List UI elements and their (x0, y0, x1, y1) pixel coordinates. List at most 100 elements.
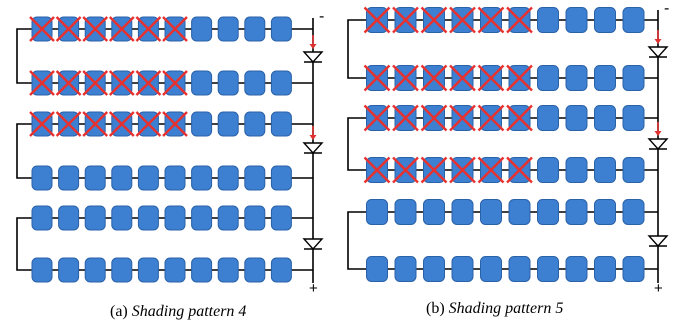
shade-cross (449, 6, 476, 34)
solar-cell (244, 111, 266, 137)
shade-cross (477, 6, 505, 34)
solar-cell (366, 256, 388, 282)
solar-cell (111, 257, 133, 283)
solar-cell (594, 256, 616, 282)
solar-cell (480, 199, 502, 225)
solar-cell (58, 205, 80, 231)
solar-cell (537, 256, 559, 282)
shade-cross (135, 70, 162, 96)
solar-cell (594, 65, 616, 91)
solar-cell (137, 205, 159, 231)
left-loop-wire (16, 123, 36, 179)
shade-cross (506, 64, 533, 92)
solar-cell (191, 165, 213, 191)
solar-cell (244, 70, 266, 96)
solar-cell (84, 257, 106, 283)
shade-cross (506, 156, 533, 184)
solar-cell (244, 165, 266, 191)
solar-cell (217, 70, 239, 96)
panel-a: -+ (16, 8, 324, 297)
solar-cell (137, 165, 159, 191)
shade-cross (363, 156, 391, 184)
shade-cross (55, 111, 82, 137)
terminal-negative: - (664, 0, 669, 17)
shade-cross (135, 111, 162, 137)
solar-cell (84, 165, 106, 191)
solar-cell (622, 256, 645, 282)
solar-cell (594, 199, 616, 225)
solar-cell (31, 205, 53, 231)
solar-cell (565, 105, 588, 131)
shade-cross (420, 6, 448, 34)
solar-cell (217, 165, 239, 191)
solar-cell (508, 199, 531, 225)
solar-cell (480, 256, 502, 282)
solar-cell (244, 205, 266, 231)
solar-cell (58, 165, 80, 191)
shade-cross (29, 16, 55, 42)
bypass-diode-icon (647, 138, 669, 151)
shade-cross (29, 111, 55, 137)
shade-cross (449, 104, 476, 132)
solar-cell (191, 16, 213, 42)
shade-cross (392, 156, 419, 184)
solar-cell (31, 257, 53, 283)
shade-cross (449, 156, 476, 184)
current-arrow-head (654, 39, 662, 44)
shade-cross (506, 104, 533, 132)
solar-cell (537, 157, 559, 183)
shade-cross (82, 111, 109, 137)
solar-cell (565, 157, 588, 183)
caption-b: (b) Shading pattern 5 (426, 300, 564, 317)
shade-cross (82, 16, 109, 42)
solar-cell (537, 65, 559, 91)
solar-cell (191, 111, 213, 137)
solar-cell (270, 257, 292, 283)
solar-cell (423, 199, 445, 225)
left-loop-wire (16, 217, 36, 271)
shade-cross (162, 111, 188, 137)
solar-cell (622, 105, 645, 131)
solar-cell (31, 165, 53, 191)
solar-cell (217, 111, 239, 137)
solar-cell (191, 70, 213, 96)
shade-cross (162, 70, 188, 96)
shade-cross (420, 104, 448, 132)
shade-cross (55, 16, 82, 42)
bypass-diode-icon (302, 142, 324, 155)
caption-a: (a) Shading pattern 4 (110, 303, 247, 320)
solar-cell (622, 157, 645, 183)
solar-cell (137, 257, 159, 283)
shade-cross (55, 70, 82, 96)
solar-cell (270, 111, 292, 137)
left-loop-wire (347, 19, 371, 79)
current-arrow-head (309, 44, 317, 49)
solar-cell (565, 7, 588, 33)
solar-cell (622, 65, 645, 91)
shade-cross (108, 70, 135, 96)
solar-cell (191, 205, 213, 231)
shade-cross (477, 104, 505, 132)
shade-cross (449, 64, 476, 92)
left-loop-wire (347, 117, 371, 171)
solar-cell (217, 16, 239, 42)
solar-cell (594, 105, 616, 131)
left-loop-wire (347, 211, 371, 270)
bypass-diode-icon (647, 46, 669, 59)
solar-cell (394, 256, 417, 282)
solar-cell (594, 157, 616, 183)
solar-cell (537, 199, 559, 225)
solar-cell (270, 70, 292, 96)
solar-cell (451, 199, 474, 225)
solar-cell (191, 257, 213, 283)
solar-cell (622, 199, 645, 225)
solar-cell (537, 7, 559, 33)
shade-cross (420, 64, 448, 92)
shade-cross (162, 16, 188, 42)
left-loop-wire (16, 28, 36, 84)
solar-cell (164, 205, 186, 231)
solar-cell (423, 256, 445, 282)
shade-cross (392, 64, 419, 92)
shade-cross (135, 16, 162, 42)
terminal-positive: + (309, 280, 318, 297)
